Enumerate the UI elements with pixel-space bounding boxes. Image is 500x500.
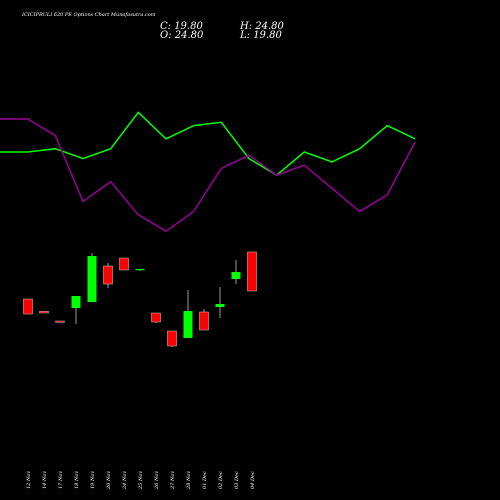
x-tick-label: 12 Nov	[26, 471, 32, 489]
candle-body	[247, 251, 257, 292]
x-tick-label: 19 Nov	[90, 471, 96, 489]
candle-body	[231, 272, 241, 279]
open-value: O: 24.80	[160, 30, 204, 41]
low-value: L: 19.80	[240, 30, 282, 41]
candle-body	[103, 265, 113, 285]
x-tick-label: 02 Dec	[218, 471, 224, 489]
candle-body	[55, 320, 65, 323]
x-tick-label: 03 Dec	[234, 471, 240, 489]
high-value: H: 24.80	[240, 21, 284, 32]
x-tick-label: 14 Nov	[42, 471, 48, 489]
candle-body	[167, 330, 177, 347]
candle-body	[199, 311, 209, 331]
x-tick-label: 18 Nov	[74, 471, 80, 489]
x-tick-label: 17 Nov	[58, 471, 64, 489]
candle-body	[183, 311, 193, 338]
candle-body	[39, 311, 49, 314]
candle-body	[23, 298, 33, 315]
x-tick-label: 27 Nov	[170, 471, 176, 490]
x-tick-label: 25 Nov	[138, 471, 144, 490]
candle-body	[215, 304, 225, 307]
chart-title: ICICIPRULI 620 PE Options Chart Munafasu…	[22, 12, 156, 18]
indicator-line-green	[0, 111, 416, 177]
candle-body	[87, 256, 97, 302]
x-tick-label: 26 Nov	[154, 471, 160, 490]
x-tick-label: 01 Dec	[202, 471, 208, 489]
x-tick-label: 20 Nov	[106, 471, 112, 490]
close-value: C: 19.80	[160, 21, 203, 32]
x-tick-label: 28 Nov	[186, 471, 192, 490]
candle-body	[135, 269, 145, 271]
indicator-line-purple	[0, 118, 416, 233]
candle-body	[71, 296, 81, 308]
candle-body	[151, 312, 161, 323]
x-tick-label: 24 Nov	[122, 471, 128, 490]
x-tick-label: 04 Dec	[250, 471, 256, 489]
candle-body	[119, 257, 129, 271]
